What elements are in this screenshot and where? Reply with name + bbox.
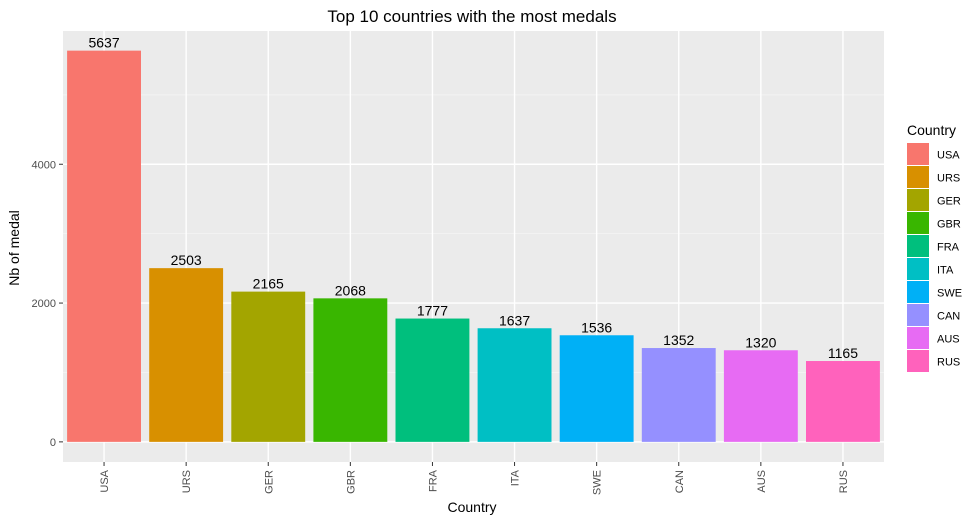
x-tick-label: GER <box>263 470 275 494</box>
x-tick-label: RUS <box>838 470 850 493</box>
x-tick-label: ITA <box>510 469 522 486</box>
legend-label: FRA <box>937 242 960 254</box>
y-axis: 0 2000 4000 <box>32 159 63 449</box>
bars-group <box>67 50 880 442</box>
legend-label: ITA <box>937 265 954 277</box>
legend-title: Country <box>907 122 956 138</box>
x-tick-label: SWE <box>592 470 604 495</box>
legend-key-gbr <box>907 212 929 234</box>
legend-key-rus <box>907 350 929 372</box>
x-axis-title: Country <box>447 499 496 515</box>
legend-label: RUS <box>937 357 960 369</box>
x-tick-label: USA <box>99 469 111 492</box>
legend-key-swe <box>907 281 929 303</box>
bar-value-label: 5637 <box>88 35 119 51</box>
bar-labels-group: 5637 2503 2165 2068 1777 1637 1536 1352 1320 1165 <box>88 35 858 361</box>
bar-ger <box>231 291 306 442</box>
legend-label: CAN <box>937 311 960 323</box>
legend: Country USA URS GER GBR FRA ITA SWE CAN AUS RUS <box>907 122 962 372</box>
bar-gbr <box>313 298 388 442</box>
y-tick-label: 4000 <box>32 159 56 171</box>
bar-value-label: 1352 <box>663 332 694 348</box>
x-tick-label: AUS <box>756 470 768 493</box>
bar-value-label: 1637 <box>499 312 530 328</box>
legend-label: GBR <box>937 219 961 231</box>
bar-fra <box>395 318 470 442</box>
bar-value-label: 1536 <box>581 319 612 335</box>
x-tick-label: GBR <box>345 470 357 494</box>
legend-key-aus <box>907 327 929 349</box>
chart-title: Top 10 countries with the most medals <box>327 7 616 26</box>
x-tick-label: CAN <box>674 470 686 493</box>
bar-aus <box>723 350 798 442</box>
legend-key-can <box>907 304 929 326</box>
x-tick-label: FRA <box>427 469 439 492</box>
legend-key-urs <box>907 166 929 188</box>
legend-key-ger <box>907 189 929 211</box>
bar-value-label: 1777 <box>417 303 448 319</box>
bar-ita <box>477 328 552 442</box>
legend-key-ita <box>907 258 929 280</box>
legend-label: URS <box>937 173 960 185</box>
y-tick-label: 2000 <box>32 298 56 310</box>
bar-rus <box>806 361 880 442</box>
legend-label: SWE <box>937 288 962 300</box>
bar-can <box>641 348 716 442</box>
legend-label: AUS <box>937 334 960 346</box>
legend-label: USA <box>937 150 960 162</box>
y-axis-title: Nb of medal <box>6 210 22 285</box>
bar-value-label: 1165 <box>828 345 858 361</box>
bar-value-label: 2165 <box>253 276 284 292</box>
bar-urs <box>149 268 224 442</box>
y-tick-label: 0 <box>50 437 56 449</box>
x-axis: USA URS GER GBR FRA ITA SWE CAN AUS RUS <box>99 462 850 495</box>
bar-value-label: 2503 <box>171 252 202 268</box>
bar-value-label: 1320 <box>745 334 776 350</box>
legend-label: GER <box>937 196 961 208</box>
bar-usa <box>67 50 141 442</box>
bar-swe <box>559 335 634 442</box>
legend-key-usa <box>907 143 929 165</box>
legend-key-fra <box>907 235 929 257</box>
x-tick-label: URS <box>181 470 193 493</box>
bar-value-label: 2068 <box>335 282 366 298</box>
